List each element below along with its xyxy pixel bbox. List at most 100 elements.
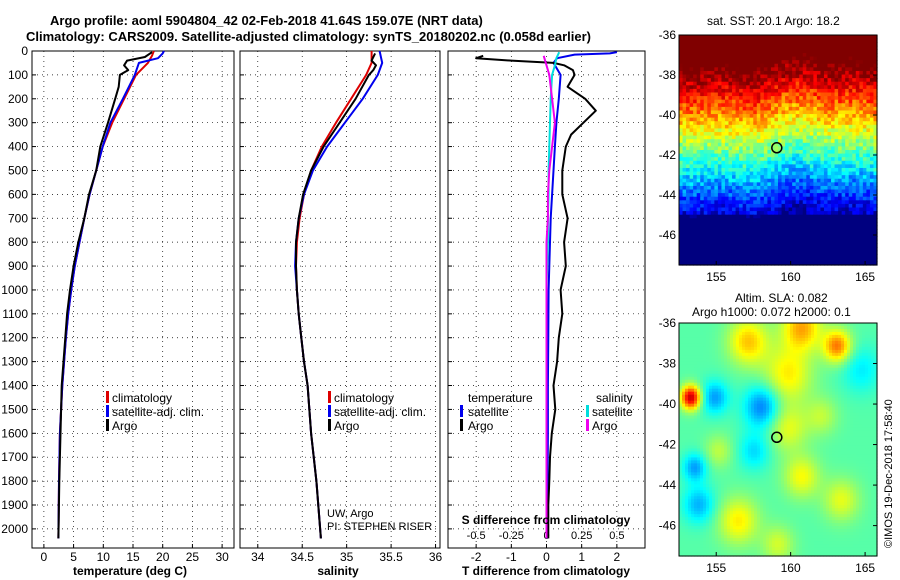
map-cell [778, 229, 783, 234]
map-cell [679, 60, 684, 65]
map-cell [756, 135, 761, 140]
map-cell [868, 328, 872, 333]
map-cell [756, 239, 761, 245]
map-cell [848, 67, 853, 72]
map-cell [845, 49, 850, 54]
map-cell [686, 52, 691, 58]
map-cell [767, 49, 772, 54]
map-cell [778, 189, 783, 194]
map-cell [834, 128, 839, 133]
map-cell [724, 128, 730, 133]
map-cell [686, 153, 691, 158]
map-cell [707, 236, 712, 241]
map-cell [760, 103, 765, 108]
map-cell [714, 106, 719, 112]
map-cell [816, 193, 822, 198]
map-cell [859, 85, 864, 90]
map-cell [795, 92, 800, 97]
map-cell [795, 153, 800, 158]
map-cell [703, 207, 708, 212]
map-cell [679, 328, 683, 333]
map-cell [813, 211, 818, 216]
map-cell [733, 340, 737, 345]
map-cell [813, 178, 818, 183]
map-cell [735, 63, 740, 68]
map-cell [831, 225, 836, 230]
map-cell [679, 160, 684, 165]
map-cell [724, 114, 730, 119]
map-cell [865, 325, 869, 330]
map-cell [718, 346, 722, 351]
map-cell [732, 96, 737, 101]
map-x-tick-label: 155 [706, 270, 726, 284]
map-cell [767, 85, 772, 90]
map-cell [721, 49, 726, 54]
map-cell [841, 361, 845, 366]
map-cell [827, 225, 832, 230]
map-cell [813, 247, 818, 252]
map-cell [845, 178, 850, 183]
map-cell [685, 343, 689, 348]
map-cell [682, 52, 687, 58]
map-cell [706, 364, 710, 369]
map-cell [799, 74, 804, 79]
map-cell [799, 243, 804, 248]
map-cell [855, 132, 860, 137]
map-cell [809, 60, 814, 65]
map-cell [865, 343, 869, 348]
map-cell [746, 96, 751, 101]
map-cell [781, 361, 785, 366]
map-cell [831, 167, 836, 173]
map-cell [784, 325, 788, 330]
map-cell [811, 337, 815, 342]
map-cell [753, 60, 758, 65]
map-cell [757, 367, 761, 372]
map-cell [685, 361, 689, 366]
map-cell [763, 56, 768, 61]
map-cell [689, 42, 694, 47]
map-cell [753, 142, 758, 147]
map-cell [735, 110, 740, 115]
map-cell [703, 331, 707, 336]
map-cell [710, 243, 715, 248]
map-cell [679, 352, 683, 357]
map-cell [736, 346, 740, 351]
map-cell [862, 153, 867, 158]
map-cell [871, 325, 875, 330]
map-cell [724, 261, 730, 266]
map-cell [724, 340, 728, 345]
map-cell [686, 214, 691, 219]
map-cell [799, 139, 804, 144]
map-cell [852, 106, 857, 112]
map-cell [823, 193, 829, 198]
map-cell [785, 121, 790, 126]
map-cell [703, 110, 708, 115]
map-cell [691, 355, 695, 360]
map-cell [850, 325, 854, 330]
map-cell [739, 160, 744, 165]
map-cell [718, 361, 722, 366]
map-cell [742, 352, 746, 357]
map-cell [756, 257, 761, 262]
map-cell [795, 85, 800, 90]
map-cell [710, 160, 715, 165]
map-cell [767, 236, 772, 241]
x-top-tick-label: 0.25 [571, 530, 592, 542]
map-cell [793, 331, 797, 336]
map-cell [749, 232, 754, 237]
map-cell [703, 81, 708, 86]
map-cell [781, 340, 785, 345]
map-cell [679, 250, 684, 255]
map-cell [714, 257, 719, 262]
map-cell [859, 340, 863, 345]
series-line-salinity-argo [542, 55, 556, 539]
map-cell [707, 221, 712, 227]
map-cell [685, 328, 689, 333]
map-cell [682, 355, 686, 360]
map-cell [853, 355, 857, 360]
map-cell [784, 352, 788, 357]
map-cell [732, 42, 737, 47]
map-cell [781, 247, 786, 252]
map-cell [813, 200, 818, 205]
legend-swatch-sal-argo [586, 419, 589, 431]
